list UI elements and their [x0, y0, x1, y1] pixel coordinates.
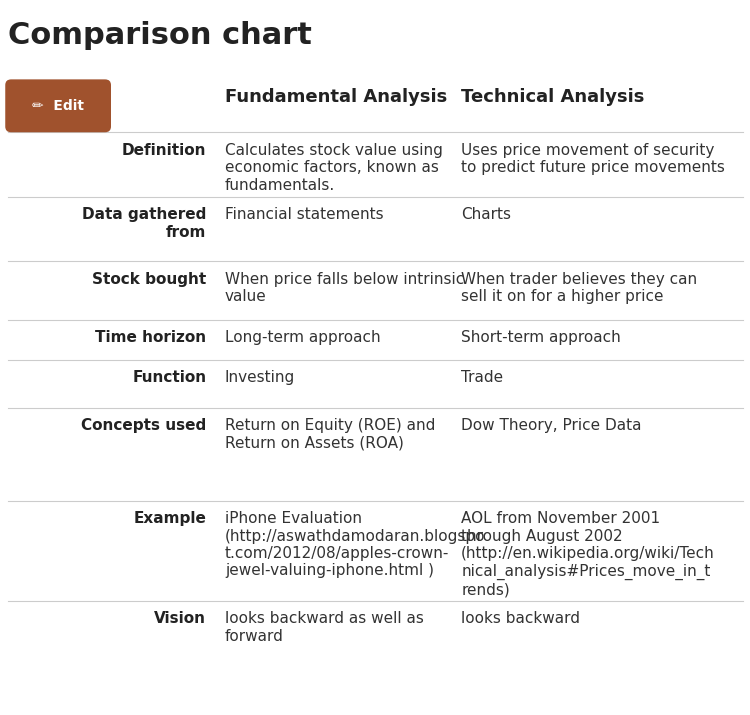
- Text: Vision: Vision: [154, 611, 206, 626]
- Text: Short-term approach: Short-term approach: [461, 330, 621, 345]
- Text: Trade: Trade: [461, 370, 503, 385]
- Text: Function: Function: [132, 370, 206, 385]
- Text: Investing: Investing: [225, 370, 296, 385]
- Text: Data gathered
from: Data gathered from: [82, 207, 206, 240]
- Text: ✏  Edit: ✏ Edit: [32, 99, 84, 113]
- FancyBboxPatch shape: [5, 79, 111, 132]
- Text: Calculates stock value using
economic factors, known as
fundamentals.: Calculates stock value using economic fa…: [225, 143, 442, 193]
- Text: When trader believes they can
sell it on for a higher price: When trader believes they can sell it on…: [461, 272, 698, 304]
- Text: Charts: Charts: [461, 207, 512, 222]
- Text: iPhone Evaluation
(http://aswathdamodaran.blogspo
t.com/2012/08/apples-crown-
je: iPhone Evaluation (http://aswathdamodara…: [225, 511, 485, 578]
- Text: Long-term approach: Long-term approach: [225, 330, 380, 345]
- Text: Return on Equity (ROE) and
Return on Assets (ROA): Return on Equity (ROE) and Return on Ass…: [225, 418, 435, 450]
- Text: Technical Analysis: Technical Analysis: [461, 88, 644, 106]
- Text: Uses price movement of security
to predict future price movements: Uses price movement of security to predi…: [461, 143, 725, 175]
- Text: Definition: Definition: [122, 143, 206, 158]
- Text: AOL from November 2001
through August 2002
(http://en.wikipedia.org/wiki/Tech
ni: AOL from November 2001 through August 20…: [461, 511, 715, 597]
- Text: Fundamental Analysis: Fundamental Analysis: [225, 88, 447, 106]
- Text: Comparison chart: Comparison chart: [8, 21, 311, 51]
- Text: Time horizon: Time horizon: [95, 330, 206, 345]
- Text: When price falls below intrinsic
value: When price falls below intrinsic value: [225, 272, 464, 304]
- Text: Stock bought: Stock bought: [92, 272, 206, 287]
- Text: Example: Example: [134, 511, 206, 526]
- Text: Financial statements: Financial statements: [225, 207, 383, 222]
- Text: Concepts used: Concepts used: [81, 418, 206, 433]
- Text: looks backward: looks backward: [461, 611, 580, 626]
- Text: looks backward as well as
forward: looks backward as well as forward: [225, 611, 424, 644]
- Text: Dow Theory, Price Data: Dow Theory, Price Data: [461, 418, 642, 433]
